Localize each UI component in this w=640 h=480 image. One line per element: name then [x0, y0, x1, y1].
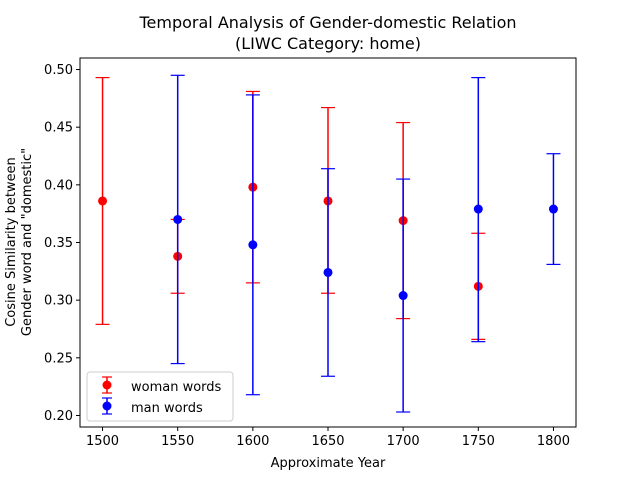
x-tick-label: 1700: [387, 434, 420, 449]
legend: woman words man words: [86, 371, 234, 422]
y-tick-label: 0.20: [44, 409, 73, 424]
y-tick-label: 0.45: [44, 121, 73, 136]
x-tick-label: 1650: [311, 434, 344, 449]
x-tick-label: 1550: [161, 434, 194, 449]
y-axis: 0.20 0.25 0.30 0.35 0.40 0.45 0.50: [44, 63, 80, 424]
man-point-1800: [546, 153, 561, 266]
y-tick-label: 0.25: [44, 351, 73, 366]
y-tick-label: 0.35: [44, 236, 73, 251]
legend-dot: [102, 401, 112, 411]
man-marker: [248, 240, 258, 250]
man-point-1750: [471, 77, 486, 343]
legend-marker-man-words: [102, 397, 112, 415]
legend-marker-woman-words: [102, 376, 112, 394]
y-axis-label-line-2: Gender word and "domestic": [20, 148, 35, 336]
chart-title-line-1: Temporal Analysis of Gender-domestic Rel…: [138, 13, 516, 32]
woman-point-1500: [95, 77, 110, 325]
x-tick-label: 1600: [236, 434, 269, 449]
man-marker: [323, 267, 333, 277]
y-tick-label: 0.40: [44, 178, 73, 193]
x-axis-label: Approximate Year: [271, 456, 386, 471]
man-point-1550: [170, 74, 185, 365]
man-marker: [548, 204, 558, 214]
x-axis: 1500 1550 1600 1650 1700 1750 1800: [86, 427, 570, 449]
legend-dot: [102, 380, 112, 390]
x-tick-label: 1500: [86, 434, 119, 449]
chart-title-line-2: (LIWC Category: home): [235, 34, 421, 53]
man-marker: [473, 204, 483, 214]
man-point-1700: [396, 178, 411, 413]
man-marker: [173, 214, 183, 224]
y-tick-label: 0.30: [44, 294, 73, 309]
legend-label-man-words: man words: [131, 401, 203, 416]
legend-label-woman-words: woman words: [131, 380, 222, 395]
man-point-1650: [321, 168, 335, 377]
plot-area: [95, 74, 561, 413]
y-tick-label: 0.50: [44, 63, 73, 78]
y-axis-label-line-1: Cosine Similarity between: [4, 157, 19, 327]
legend-frame: [86, 371, 234, 422]
woman-marker: [98, 196, 108, 206]
man-marker: [398, 291, 408, 301]
man-point-1600: [245, 94, 260, 396]
x-tick-label: 1800: [537, 434, 570, 449]
x-tick-label: 1750: [462, 434, 495, 449]
